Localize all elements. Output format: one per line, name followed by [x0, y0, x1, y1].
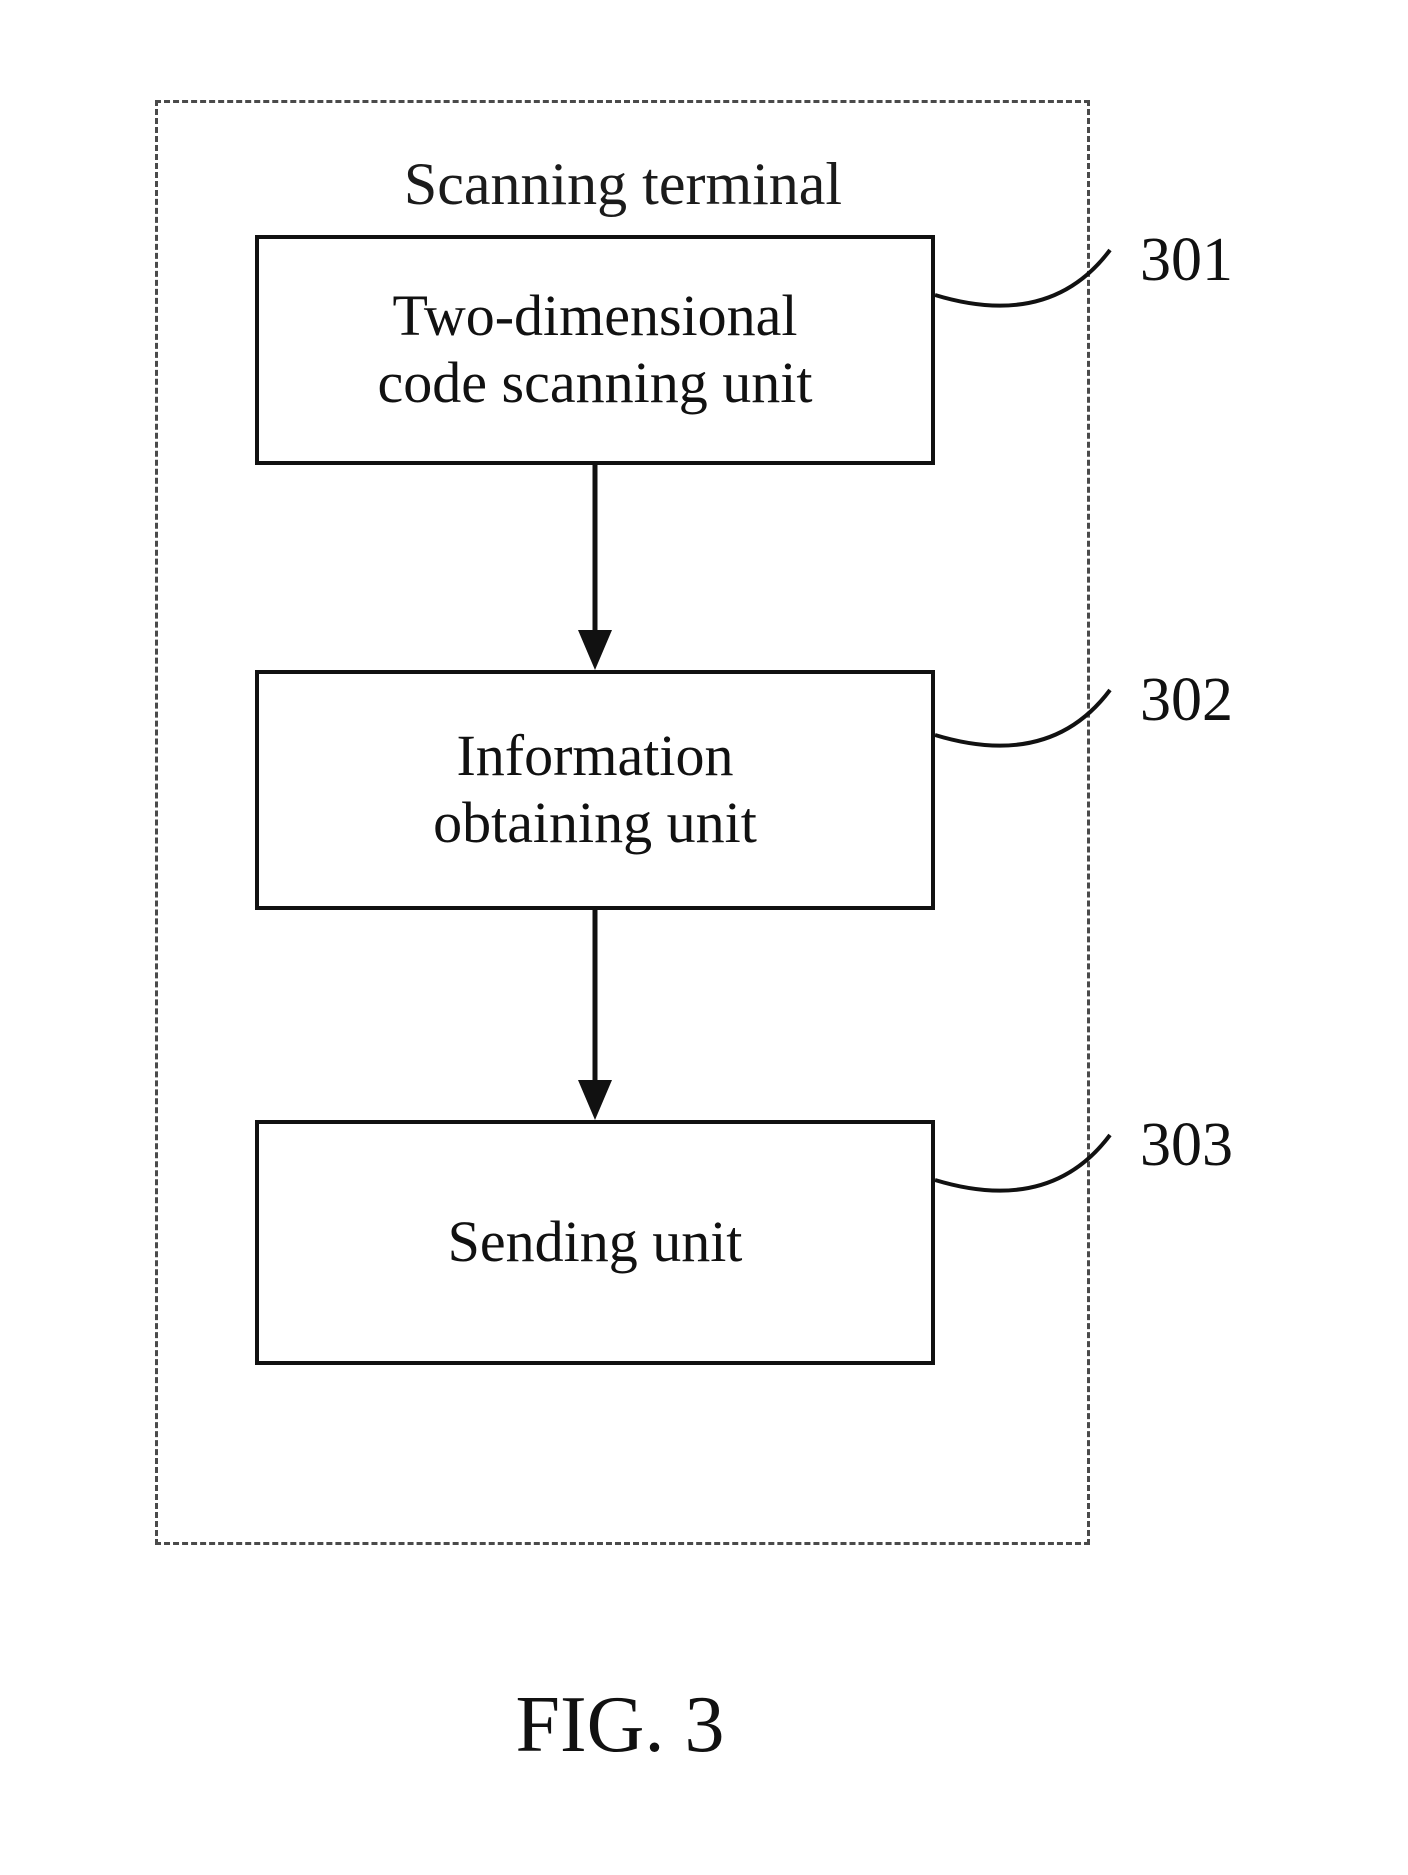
ref-label-301: 301	[1140, 225, 1233, 296]
block-label-line1: Information	[456, 723, 733, 788]
ref-label-302: 302	[1140, 665, 1233, 736]
ref-label-303: 303	[1140, 1110, 1233, 1181]
two-dimensional-code-scanning-unit-block: Two-dimensional code scanning unit	[255, 235, 935, 465]
figure-caption: FIG. 3	[516, 1680, 725, 1771]
block-label-line1: Sending unit	[448, 1209, 743, 1274]
information-obtaining-unit-block: Information obtaining unit	[255, 670, 935, 910]
block-label-line1: Two-dimensional	[392, 283, 797, 348]
block-label-line2: code scanning unit	[378, 350, 813, 415]
sending-unit-block: Sending unit	[255, 1120, 935, 1365]
scanning-terminal-title: Scanning terminal	[404, 150, 842, 219]
block-label-line2: obtaining unit	[433, 790, 757, 855]
